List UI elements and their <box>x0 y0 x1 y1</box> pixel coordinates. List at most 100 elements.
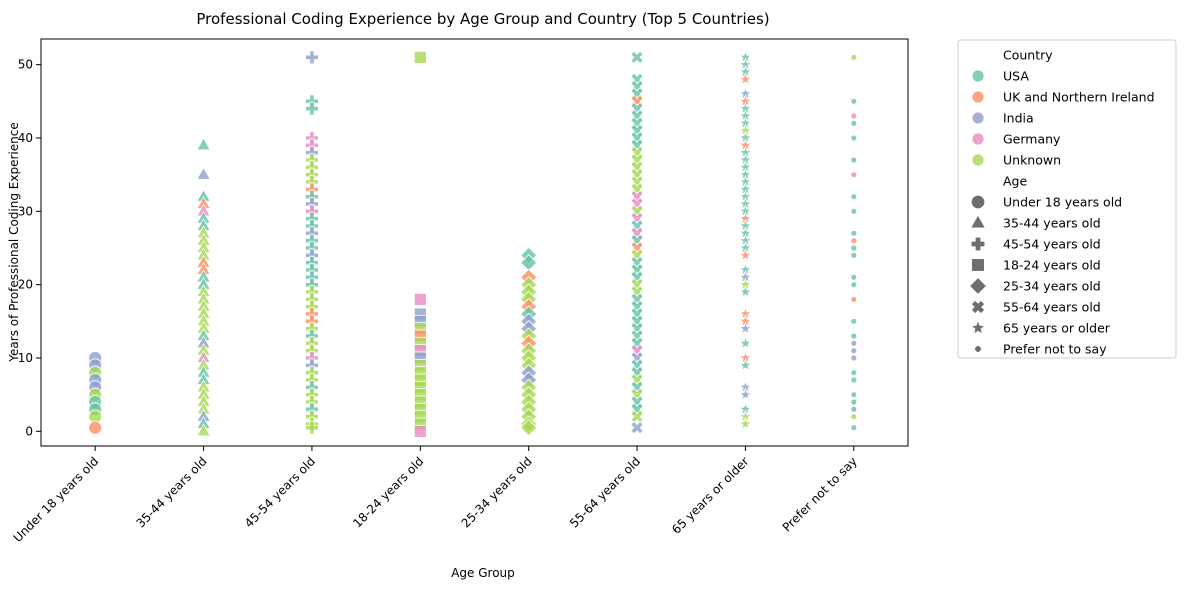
data-point <box>305 420 319 435</box>
data-point <box>850 354 858 362</box>
data-point <box>850 295 858 303</box>
data-point <box>850 229 858 237</box>
data-point <box>850 398 858 406</box>
plot-frame <box>40 38 909 447</box>
y-axis: 0 10 20 30 40 50 <box>18 58 41 438</box>
data-point <box>850 281 858 289</box>
legend-item-label: 25-34 years old <box>1003 279 1101 294</box>
data-point <box>850 237 858 245</box>
x-tick-label: Under 18 years old <box>11 454 102 545</box>
data-point <box>850 339 858 347</box>
y-axis-label: Years of Professional Coding Experience <box>7 122 21 362</box>
legend-marker <box>971 132 985 146</box>
series-group <box>630 50 644 435</box>
data-point <box>196 423 211 437</box>
data-point <box>850 332 858 340</box>
data-point <box>196 166 211 180</box>
legend-frame <box>957 39 1177 359</box>
data-point <box>738 248 753 262</box>
y-tick-label: 20 <box>18 278 33 292</box>
data-point <box>850 369 858 377</box>
data-point <box>196 137 211 151</box>
legend-item-label: Germany <box>1003 132 1061 147</box>
legend-title-age: Age <box>1003 174 1027 189</box>
data-point <box>630 420 644 435</box>
legend-marker <box>972 259 984 271</box>
x-tick-label: 45-54 years old <box>242 454 318 530</box>
chart-title: Professional Coding Experience by Age Gr… <box>196 10 769 28</box>
x-axis-label: Age Group <box>451 566 515 580</box>
data-point <box>738 387 753 401</box>
data-point <box>630 50 644 65</box>
x-tick-label: Prefer not to say <box>780 454 860 534</box>
data-point <box>413 292 427 306</box>
legend-marker <box>971 111 985 125</box>
data-point <box>850 97 858 105</box>
x-axis: Under 18 years old 35-44 years old 45-54 y… <box>11 446 860 545</box>
data-point <box>88 420 103 435</box>
data-point <box>850 244 858 252</box>
data-point <box>850 134 858 142</box>
x-tick-label: 25-34 years old <box>459 454 535 530</box>
data-point <box>305 50 319 65</box>
legend-item-label: India <box>1003 111 1034 126</box>
data-point <box>738 321 753 335</box>
legend-marker <box>970 278 986 294</box>
legend-marker <box>975 346 981 352</box>
data-point <box>850 156 858 164</box>
legend-item-label: 45-54 years old <box>1003 237 1101 252</box>
data-point <box>850 171 858 179</box>
legend-marker <box>971 321 985 334</box>
data-point <box>738 416 753 430</box>
data-point <box>305 101 319 116</box>
x-tick-label: 65 years or older <box>669 454 752 537</box>
x-tick-label: 35-44 years old <box>133 454 209 530</box>
data-point <box>850 112 858 120</box>
series-group <box>520 246 538 437</box>
legend-item-label: 65 years or older <box>1003 321 1111 336</box>
data-point <box>850 424 858 432</box>
y-tick-label: 50 <box>18 58 33 72</box>
y-tick-label: 0 <box>25 424 33 438</box>
legend-marker <box>971 153 985 167</box>
legend-item-label: UK and Northern Ireland <box>1003 90 1155 105</box>
legend-item-label: 55-64 years old <box>1003 300 1101 315</box>
legend-marker <box>971 300 985 314</box>
data-point <box>738 336 753 350</box>
legend-marker <box>971 215 985 228</box>
series-group <box>88 351 103 435</box>
series-group <box>196 137 211 437</box>
data-point <box>850 376 858 384</box>
data-point <box>413 424 427 438</box>
data-point <box>850 273 858 281</box>
data-point <box>738 284 753 298</box>
data-point <box>738 358 753 372</box>
plot-area <box>88 50 858 438</box>
legend-title-country: Country <box>1003 48 1053 63</box>
data-point <box>850 193 858 201</box>
legend-item-label: 35-44 years old <box>1003 216 1101 231</box>
data-point <box>850 347 858 355</box>
legend-item-label: USA <box>1003 69 1029 84</box>
x-tick-label: 18-24 years old <box>350 454 426 530</box>
legend-item-label: Unknown <box>1003 153 1061 168</box>
data-point <box>850 405 858 413</box>
legend-item-label: 18-24 years old <box>1003 258 1101 273</box>
data-point <box>520 419 538 437</box>
data-point <box>850 251 858 259</box>
series-group <box>738 50 753 430</box>
data-point <box>850 391 858 399</box>
legend: Country USA UK and Northern Ireland India Ge… <box>957 39 1177 359</box>
series-group <box>850 53 858 432</box>
data-point <box>850 413 858 421</box>
legend-marker <box>971 195 985 209</box>
legend-marker <box>971 90 985 104</box>
legend-marker <box>971 237 985 251</box>
legend-item-label: Under 18 years old <box>1003 195 1122 210</box>
y-tick-label: 30 <box>18 204 33 218</box>
series-group <box>413 50 427 438</box>
x-tick-label: 55-64 years old <box>567 454 643 530</box>
data-point <box>850 317 858 325</box>
y-tick-label: 40 <box>18 131 33 145</box>
